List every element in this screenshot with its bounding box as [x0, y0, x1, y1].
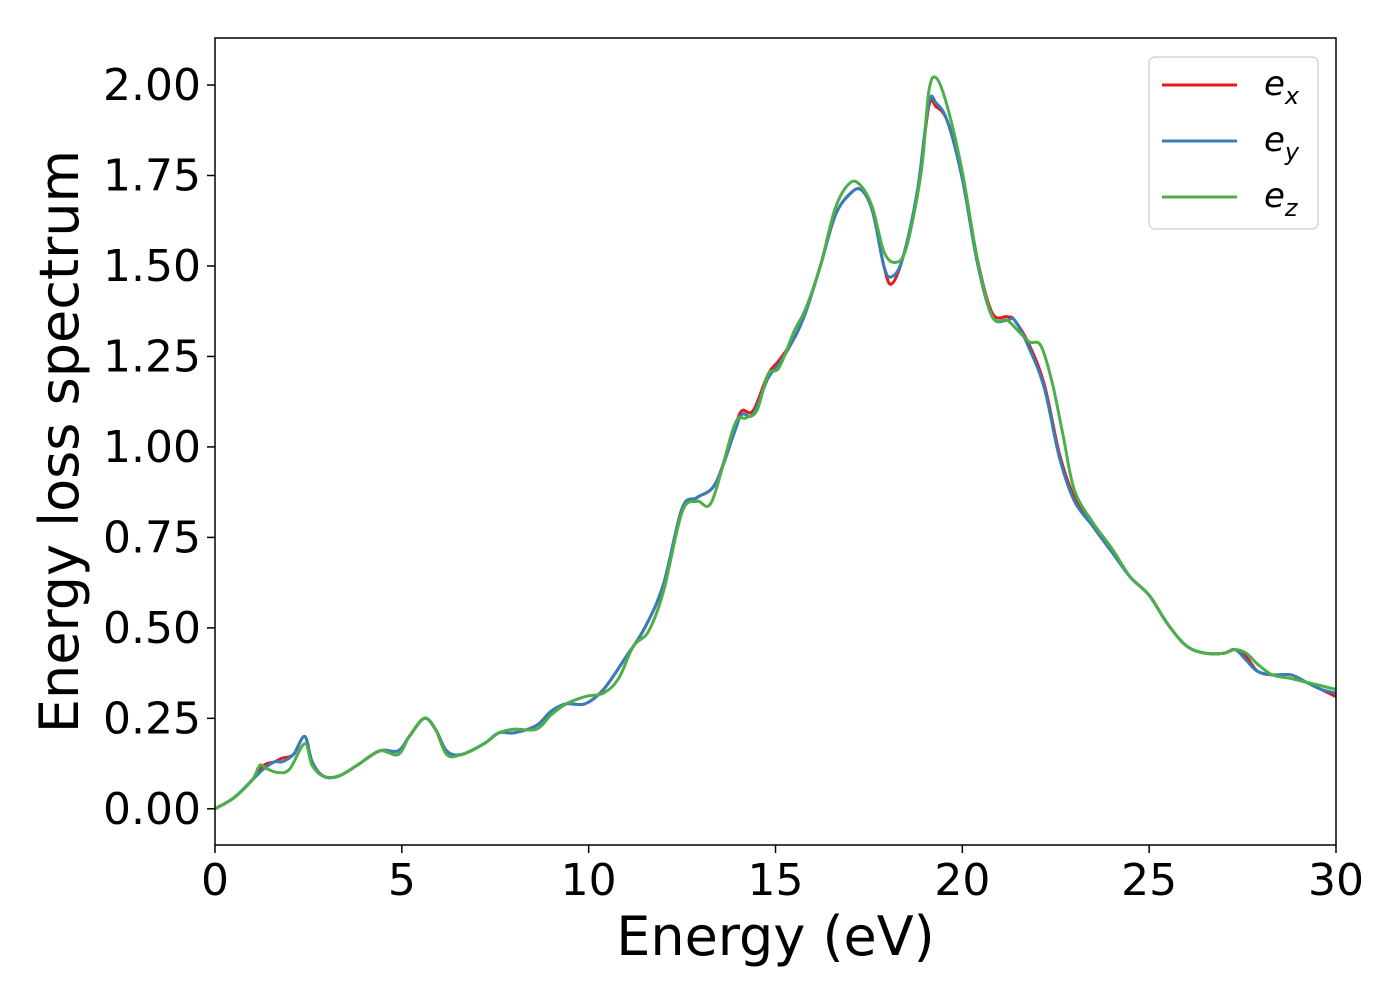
- y-tick-label: 1.00: [103, 422, 201, 473]
- x-tick-label: 15: [748, 855, 804, 906]
- x-tick-label: 10: [561, 855, 617, 906]
- x-tick-label: 30: [1308, 855, 1364, 906]
- y-tick-label: 0.50: [103, 603, 201, 654]
- legend-box: [1148, 56, 1319, 230]
- axis-ticks: 0 5 10 15 20 25 30 0.00 0.25 0.50 0.75 1.00 1.25 1.50…: [103, 60, 1364, 906]
- y-axis-label: Energy loss spectrum: [28, 150, 91, 733]
- y-tick-label: 1.75: [103, 151, 201, 202]
- y-tick-label: 0.00: [103, 784, 201, 835]
- series-lines: [215, 75, 1336, 811]
- x-tick-label: 0: [201, 855, 229, 906]
- y-tick-label: 1.50: [103, 241, 201, 292]
- y-tick-label: 2.00: [103, 60, 201, 111]
- x-tick-label: 25: [1121, 855, 1177, 906]
- y-tick-label: 0.75: [103, 512, 201, 563]
- x-tick-label: 5: [388, 855, 416, 906]
- y-tick-label: 0.25: [103, 693, 201, 744]
- x-axis-label: Energy (eV): [616, 905, 935, 968]
- y-tick-label: 1.25: [103, 331, 201, 382]
- series-line-z: [215, 75, 1336, 811]
- legend-entry-y: ey: [1264, 120, 1300, 166]
- x-tick-label: 20: [934, 855, 990, 906]
